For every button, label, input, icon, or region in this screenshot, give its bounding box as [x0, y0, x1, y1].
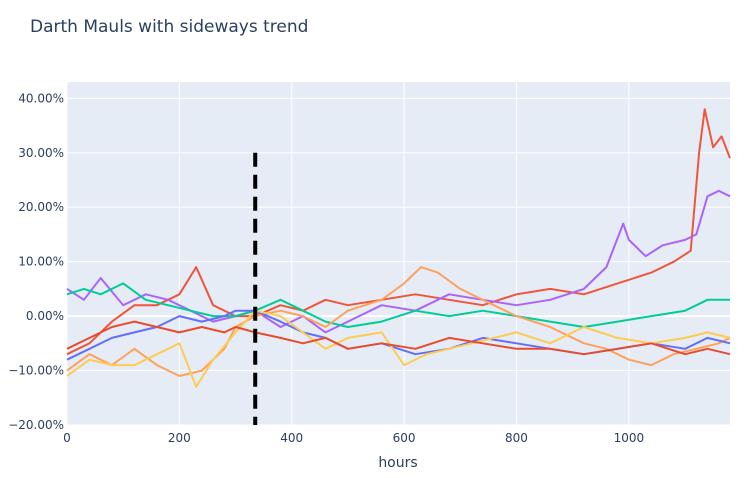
plot-background — [67, 82, 730, 425]
y-tick-label: −20.00% — [8, 418, 64, 432]
y-axis-ticks: −20.00% −10.00% 0.00% 10.00% 20.00% 30.00% 40.… — [8, 91, 64, 432]
x-tick-label: 200 — [168, 431, 191, 445]
y-tick-label: −10.00% — [8, 364, 64, 378]
x-tick-label: 1000 — [614, 431, 645, 445]
series-line-7 — [66, 320, 731, 356]
x-tick-label: 0 — [63, 431, 71, 445]
chart-title: Darth Mauls with sideways trend — [30, 17, 308, 37]
series-line-6 — [66, 309, 731, 388]
series-line-3 — [66, 282, 730, 328]
x-axis-label: hours — [378, 455, 417, 471]
x-axis-ticks: 0 200 400 600 800 1000 — [63, 431, 644, 445]
y-tick-label: 30.00% — [18, 146, 64, 160]
y-tick-label: 0.00% — [26, 309, 64, 323]
x-tick-label: 800 — [505, 431, 528, 445]
y-tick-label: 40.00% — [18, 91, 64, 105]
series-line-1 — [66, 108, 731, 356]
x-tick-label: 400 — [280, 431, 303, 445]
series-lines — [66, 108, 731, 388]
y-tick-label: 10.00% — [18, 255, 64, 269]
x-tick-label: 600 — [393, 431, 416, 445]
series-line-4 — [66, 266, 731, 377]
y-tick-label: 20.00% — [18, 200, 64, 214]
